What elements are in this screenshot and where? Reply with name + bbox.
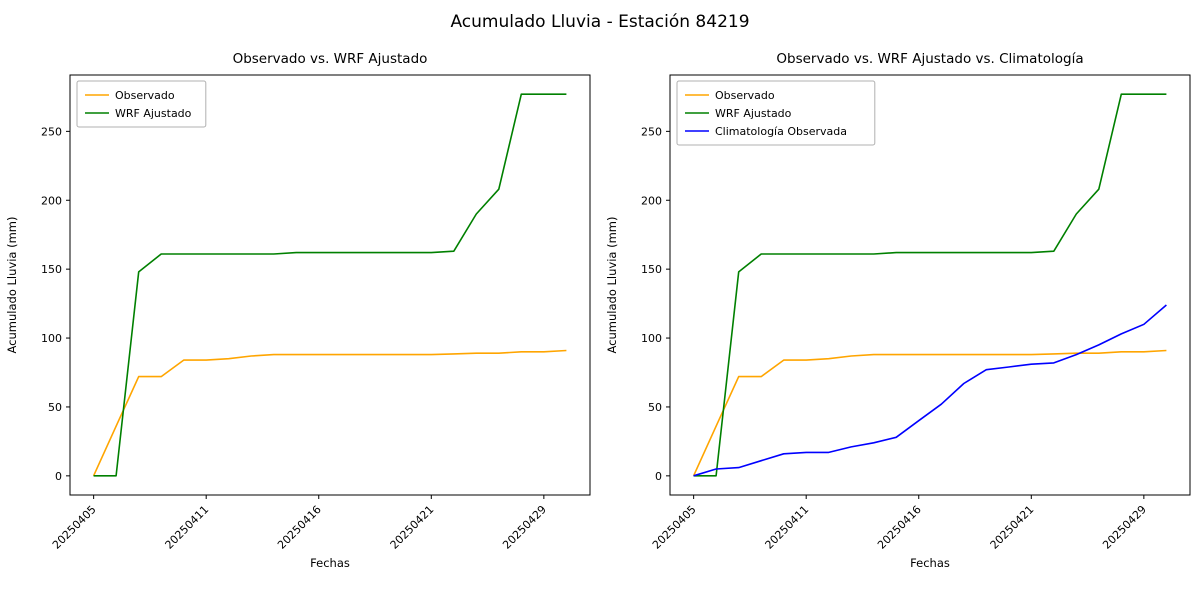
- y-tick-label: 150: [41, 263, 62, 276]
- series-line-observado: [92, 349, 567, 477]
- y-tick-label: 150: [641, 263, 662, 276]
- y-axis: 0 50 100 150 200 250: [41, 125, 70, 483]
- legend-label: WRF Ajustado: [115, 107, 192, 120]
- x-axis-title: Fechas: [310, 556, 350, 570]
- legend-label: WRF Ajustado: [715, 107, 792, 120]
- plot-border: [69, 74, 591, 496]
- y-tick-label: 50: [48, 401, 62, 414]
- series-line-climatolog-a-observada: [693, 304, 1167, 477]
- x-tick-label: 20250411: [763, 503, 812, 552]
- x-tick-label: 20250429: [500, 503, 549, 552]
- y-axis-title: Acumulado Lluvia (mm): [605, 217, 619, 354]
- x-axis: 20250405 20250411 20250416 20250421 20250429: [50, 495, 549, 552]
- chart-title: Observado vs. WRF Ajustado vs. Climatolo…: [776, 51, 1083, 67]
- legend-box: [676, 80, 876, 146]
- y-tick-label: 200: [41, 194, 62, 207]
- x-tick-label: 20250416: [875, 503, 924, 552]
- y-tick-label: 250: [41, 125, 62, 138]
- series-line-wrf-ajustado: [693, 93, 1167, 477]
- legend-box: [76, 80, 207, 128]
- y-axis: 0 50 100 150 200 250: [641, 125, 670, 483]
- x-tick-label: 20250405: [650, 503, 699, 552]
- series-line-observado: [692, 349, 1167, 477]
- series-line-wrf-ajustado: [93, 93, 567, 477]
- x-tick-label: 20250421: [388, 503, 437, 552]
- legend-label: Observado: [715, 89, 775, 102]
- plot-border: [669, 74, 1191, 496]
- x-tick-label: 20250416: [275, 503, 324, 552]
- chart-title: Observado vs. WRF Ajustado: [233, 51, 428, 67]
- y-tick-label: 0: [655, 470, 662, 483]
- charts-row: 0 50 100 150 200 250 20250405 20250411 20250416 2…: [0, 35, 1200, 600]
- x-tick-label: 20250421: [988, 503, 1037, 552]
- y-tick-label: 200: [641, 194, 662, 207]
- x-tick-label: 20250405: [50, 503, 99, 552]
- figure-title: Acumulado Lluvia - Estación 84219: [450, 12, 750, 32]
- y-axis-title: Acumulado Lluvia (mm): [5, 217, 19, 354]
- x-tick-label: 20250411: [163, 503, 212, 552]
- y-tick-label: 250: [641, 125, 662, 138]
- y-tick-label: 100: [41, 332, 62, 345]
- legend-label: Observado: [115, 89, 175, 102]
- x-axis-title: Fechas: [910, 556, 950, 570]
- y-tick-label: 0: [55, 470, 62, 483]
- x-tick-label: 20250429: [1100, 503, 1149, 552]
- legend-label: Climatología Observada: [715, 125, 847, 138]
- x-axis: 20250405 20250411 20250416 20250421 20250429: [650, 495, 1149, 552]
- y-tick-label: 100: [641, 332, 662, 345]
- legend: Observado WRF Ajustado Climatología Observ…: [676, 80, 876, 146]
- y-tick-label: 50: [648, 401, 662, 414]
- legend: Observado WRF Ajustado: [76, 80, 207, 128]
